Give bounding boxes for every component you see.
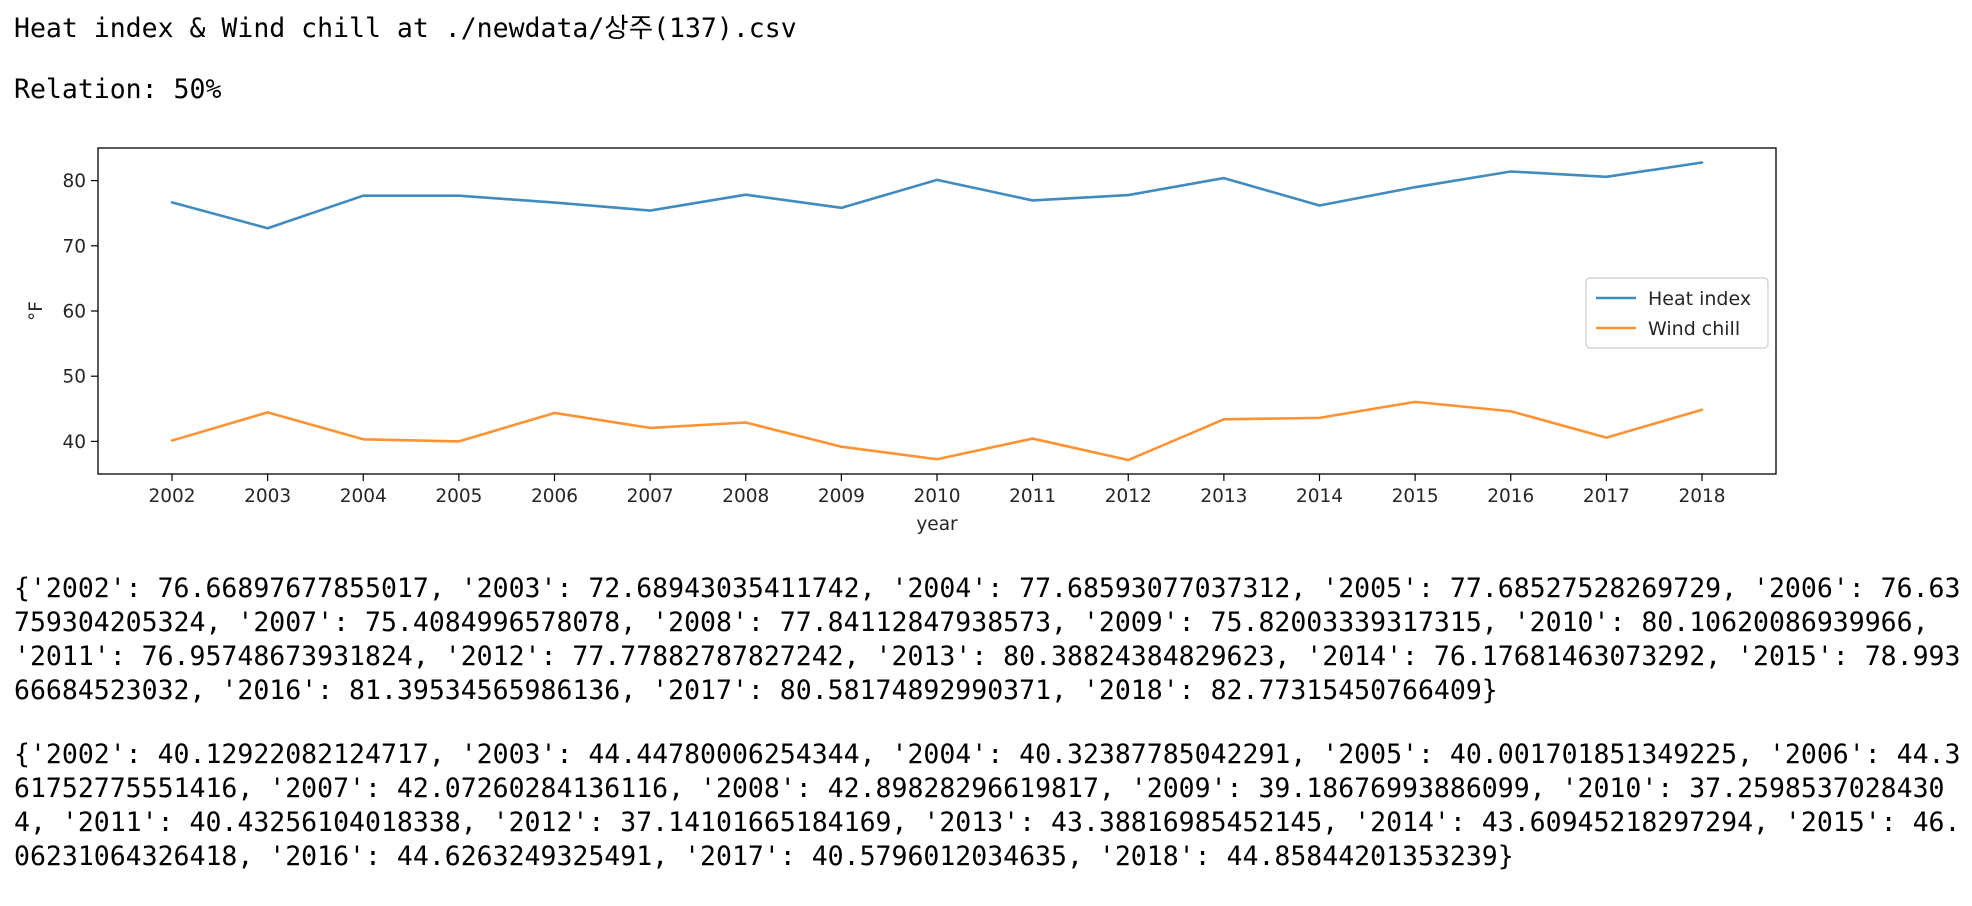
x-tick-label: 2005 xyxy=(435,486,482,507)
y-tick-label: 50 xyxy=(62,367,86,388)
legend: Heat index Wind chill xyxy=(1585,277,1769,349)
plot-area xyxy=(170,161,1704,462)
y-tick-label: 80 xyxy=(62,171,86,192)
x-tick-label: 2004 xyxy=(340,486,387,507)
x-tick-label: 2008 xyxy=(722,486,769,507)
legend-label-wind-chill: Wind chill xyxy=(1648,318,1740,340)
x-axis-label: year xyxy=(916,514,958,535)
x-tick-label: 2003 xyxy=(244,486,291,507)
x-tick-label: 2016 xyxy=(1487,486,1534,507)
relation-text: Relation: 50% xyxy=(14,74,222,105)
y-axis-label: °F xyxy=(26,301,47,321)
series-line-heat-index xyxy=(170,161,1704,230)
x-tick-label: 2015 xyxy=(1392,486,1439,507)
x-tick-label: 2002 xyxy=(148,486,195,507)
x-tick-label: 2006 xyxy=(531,486,578,507)
x-tick-label: 2017 xyxy=(1583,486,1630,507)
wind-chill-dict-output: {'2002': 40.12922082124717, '2003': 44.4… xyxy=(14,739,1961,872)
x-tick-label: 2012 xyxy=(1105,486,1152,507)
legend-box xyxy=(1585,277,1769,349)
x-tick-label: 2010 xyxy=(913,486,960,507)
legend-label-heat-index: Heat index xyxy=(1648,288,1751,310)
x-tick-label: 2014 xyxy=(1296,486,1343,507)
heat-index-dict-output: {'2002': 76.66897677855017, '2003': 72.6… xyxy=(14,573,1961,706)
y-tick-label: 40 xyxy=(62,432,86,453)
axes: 2002 2003 2004 2005 2006 2007 2008 2009 2010 2011… xyxy=(26,147,1777,535)
line-chart: 2002 2003 2004 2005 2006 2007 2008 2009 2010 2011… xyxy=(26,147,1777,535)
x-tick-label: 2009 xyxy=(818,486,865,507)
y-tick-label: 70 xyxy=(62,236,86,257)
x-tick-label: 2013 xyxy=(1200,486,1247,507)
x-tick-label: 2011 xyxy=(1009,486,1056,507)
x-tick-label: 2018 xyxy=(1678,486,1725,507)
y-tick-label: 60 xyxy=(62,302,86,323)
x-tick-label: 2007 xyxy=(627,486,674,507)
series-line-wind-chill xyxy=(170,400,1704,462)
plot-frame xyxy=(97,147,1777,475)
output-title: Heat index & Wind chill at ./newdata/상주(… xyxy=(14,13,797,44)
